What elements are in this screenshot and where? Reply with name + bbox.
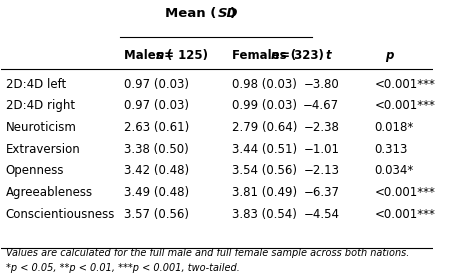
Text: 3.42 (0.48): 3.42 (0.48)	[124, 164, 190, 177]
Text: 0.97 (0.03): 0.97 (0.03)	[124, 78, 190, 90]
Text: 3.81 (0.49): 3.81 (0.49)	[232, 186, 297, 199]
Text: <0.001***: <0.001***	[374, 99, 436, 112]
Text: 2.79 (0.64): 2.79 (0.64)	[232, 121, 298, 134]
Text: 3.38 (0.50): 3.38 (0.50)	[124, 143, 189, 156]
Text: t: t	[325, 49, 331, 62]
Text: −2.38: −2.38	[303, 121, 339, 134]
Text: 0.034*: 0.034*	[374, 164, 414, 177]
Text: Neuroticism: Neuroticism	[6, 121, 77, 134]
Text: −1.01: −1.01	[303, 143, 339, 156]
Text: 3.54 (0.56): 3.54 (0.56)	[232, 164, 297, 177]
Text: = 125): = 125)	[160, 49, 208, 62]
Text: *p < 0.05, **p < 0.01, ***p < 0.001, two-tailed.: *p < 0.05, **p < 0.01, ***p < 0.001, two…	[6, 263, 239, 273]
Text: n: n	[271, 49, 280, 62]
Text: Agreeableness: Agreeableness	[6, 186, 93, 199]
Text: −6.37: −6.37	[303, 186, 339, 199]
Text: 0.99 (0.03): 0.99 (0.03)	[232, 99, 297, 112]
Text: 2D:4D right: 2D:4D right	[6, 99, 75, 112]
Text: 0.018*: 0.018*	[374, 121, 414, 134]
Text: ): )	[230, 7, 236, 20]
Text: 3.49 (0.48): 3.49 (0.48)	[124, 186, 190, 199]
Text: −3.80: −3.80	[303, 78, 339, 90]
Text: <0.001***: <0.001***	[374, 208, 436, 221]
Text: 2.63 (0.61): 2.63 (0.61)	[124, 121, 190, 134]
Text: 0.313: 0.313	[374, 143, 408, 156]
Text: 0.97 (0.03): 0.97 (0.03)	[124, 99, 190, 112]
Text: = 323): = 323)	[276, 49, 324, 62]
Text: 3.83 (0.54): 3.83 (0.54)	[232, 208, 297, 221]
Text: Mean (: Mean (	[165, 7, 216, 20]
Text: −2.13: −2.13	[303, 164, 339, 177]
Text: −4.54: −4.54	[303, 208, 339, 221]
Text: Females (: Females (	[232, 49, 296, 62]
Text: Males (: Males (	[124, 49, 173, 62]
Text: Openness: Openness	[6, 164, 64, 177]
Text: <0.001***: <0.001***	[374, 78, 436, 90]
Text: Conscientiousness: Conscientiousness	[6, 208, 115, 221]
Text: Values are calculated for the full male and full female sample across both natio: Values are calculated for the full male …	[6, 248, 409, 258]
Text: n: n	[155, 49, 164, 62]
Text: 3.44 (0.51): 3.44 (0.51)	[232, 143, 297, 156]
Text: 2D:4D left: 2D:4D left	[6, 78, 66, 90]
Text: 0.98 (0.03): 0.98 (0.03)	[232, 78, 297, 90]
Text: p: p	[385, 49, 394, 62]
Text: <0.001***: <0.001***	[374, 186, 436, 199]
Text: 3.57 (0.56): 3.57 (0.56)	[124, 208, 190, 221]
Text: SD: SD	[218, 7, 238, 20]
Text: Extraversion: Extraversion	[6, 143, 81, 156]
Text: −4.67: −4.67	[303, 99, 339, 112]
